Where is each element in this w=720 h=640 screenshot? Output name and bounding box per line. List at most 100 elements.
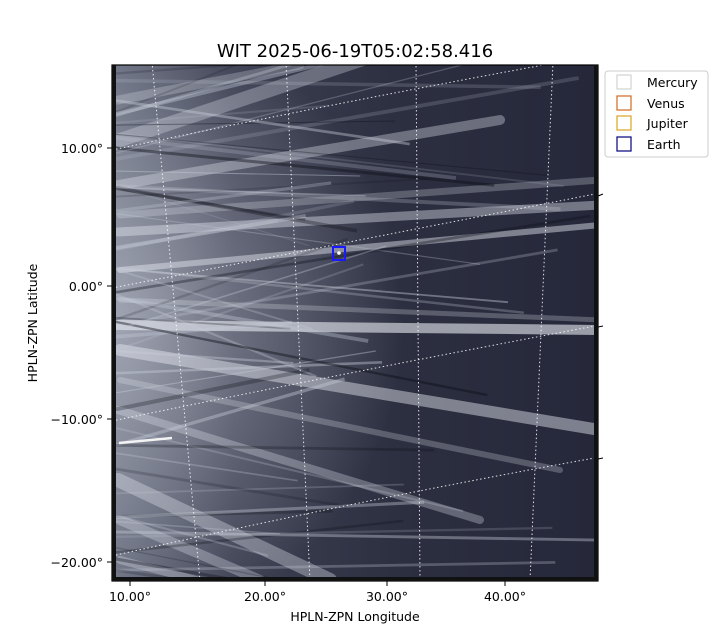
faint-streak (115, 177, 429, 198)
streamer-ray (117, 377, 563, 473)
faint-streak (115, 65, 294, 117)
faint-streak (115, 213, 481, 265)
y-tick-label: −10.00° (50, 412, 103, 427)
grid-line (112, 192, 598, 289)
faint-streak (115, 320, 488, 397)
streamer-ray (117, 222, 598, 273)
legend-label-jupiter: Jupiter (646, 116, 689, 131)
y-axis-label: HPLN-ZPN Latitude (25, 263, 40, 382)
streamer-ray (113, 200, 598, 237)
legend-swatch-earth (616, 136, 632, 152)
faint-streak (115, 519, 404, 554)
faint-streak (115, 483, 404, 495)
faint-streak (115, 133, 548, 176)
y-axis-ticks: 10.00° 0.00° −10.00° −20.00° (50, 141, 112, 570)
faint-streak (115, 320, 293, 339)
faint-streak (115, 65, 326, 116)
x-axis-ticks: 10.00° 20.00° 30.00° 40.00° (109, 581, 526, 604)
faint-streak (115, 377, 346, 447)
faint-streak (115, 218, 279, 250)
faint-streak (115, 99, 410, 146)
faint-streak (115, 135, 457, 180)
y-tick-label: −20.00° (50, 555, 103, 570)
faint-streak (115, 500, 425, 519)
faint-streak (115, 170, 361, 177)
frame-bottom-band (112, 577, 598, 581)
faint-streak (115, 561, 556, 572)
streamer-ray (112, 473, 337, 581)
x-tick-label: 30.00° (366, 589, 408, 604)
faint-streak (115, 267, 509, 304)
faint-streak (115, 509, 333, 518)
faint-streak (115, 120, 396, 126)
faint-streak (115, 316, 291, 330)
streamer-ray (115, 515, 265, 581)
faint-streak (115, 104, 329, 124)
faint-streak (115, 361, 383, 375)
earth-marker (332, 246, 346, 261)
faint-streak (115, 427, 464, 513)
faint-streak (115, 76, 580, 161)
coronagraph-image (112, 65, 598, 581)
legend-label-venus: Venus (647, 96, 685, 111)
coordinate-grid (112, 65, 598, 581)
legend-label-mercury: Mercury (647, 75, 698, 90)
y-tick-label: 0.00° (69, 279, 103, 294)
x-tick-label: 20.00° (244, 589, 286, 604)
faint-streak (115, 184, 561, 211)
faint-streak (115, 78, 541, 90)
streamer-ray (113, 65, 368, 147)
streamer-ray (113, 320, 598, 335)
streamer-ray (114, 344, 598, 436)
streamer-ray (114, 406, 484, 524)
y-tick-label: 10.00° (61, 141, 103, 156)
faint-streak (115, 268, 313, 331)
faint-streak (115, 186, 366, 197)
grid-line (529, 65, 554, 581)
faint-streak (115, 65, 246, 75)
legend-label-earth: Earth (647, 137, 681, 152)
faint-streak (115, 350, 376, 394)
faint-streak (115, 266, 524, 315)
faint-streak (115, 132, 564, 187)
grid-line (112, 324, 598, 422)
figure-title: WIT 2025-06-19T05:02:58.416 (217, 41, 493, 62)
faint-streak (115, 248, 558, 328)
faint-streak (115, 296, 369, 343)
faint-streak (115, 146, 495, 187)
right-ticks (597, 193, 604, 460)
faint-streak (115, 214, 591, 294)
legend-box (604, 70, 709, 158)
faint-streak (115, 452, 298, 482)
grid-line (151, 65, 201, 581)
faint-streak (115, 199, 354, 252)
faint-streak (115, 367, 310, 412)
grid-line (285, 65, 311, 581)
grid-line (415, 65, 421, 581)
faint-streak (115, 568, 197, 581)
frame-left-band (112, 65, 116, 581)
faint-streak (115, 547, 290, 581)
streamer-ray (113, 65, 305, 105)
x-tick-label: 40.00° (484, 589, 526, 604)
faint-streak (115, 263, 364, 351)
grid-line (112, 65, 547, 151)
faint-streak (115, 185, 310, 247)
frame-right-band (594, 65, 598, 581)
faint-streak (115, 214, 307, 250)
faint-streak (115, 65, 239, 113)
earth-dot (337, 251, 341, 255)
faint-streak (115, 181, 332, 213)
faint-streak (115, 526, 553, 539)
x-tick-label: 10.00° (109, 589, 151, 604)
streamer-ray (113, 115, 505, 190)
faint-streak (115, 293, 317, 378)
legend-swatch-jupiter (616, 115, 632, 131)
bright-trail (118, 436, 173, 445)
streamer-ray (116, 176, 598, 219)
streamer-ray (117, 297, 598, 323)
faint-streak (115, 65, 465, 154)
faint-streak (115, 467, 347, 508)
legend: Mercury Venus Jupiter Earth (604, 70, 709, 158)
